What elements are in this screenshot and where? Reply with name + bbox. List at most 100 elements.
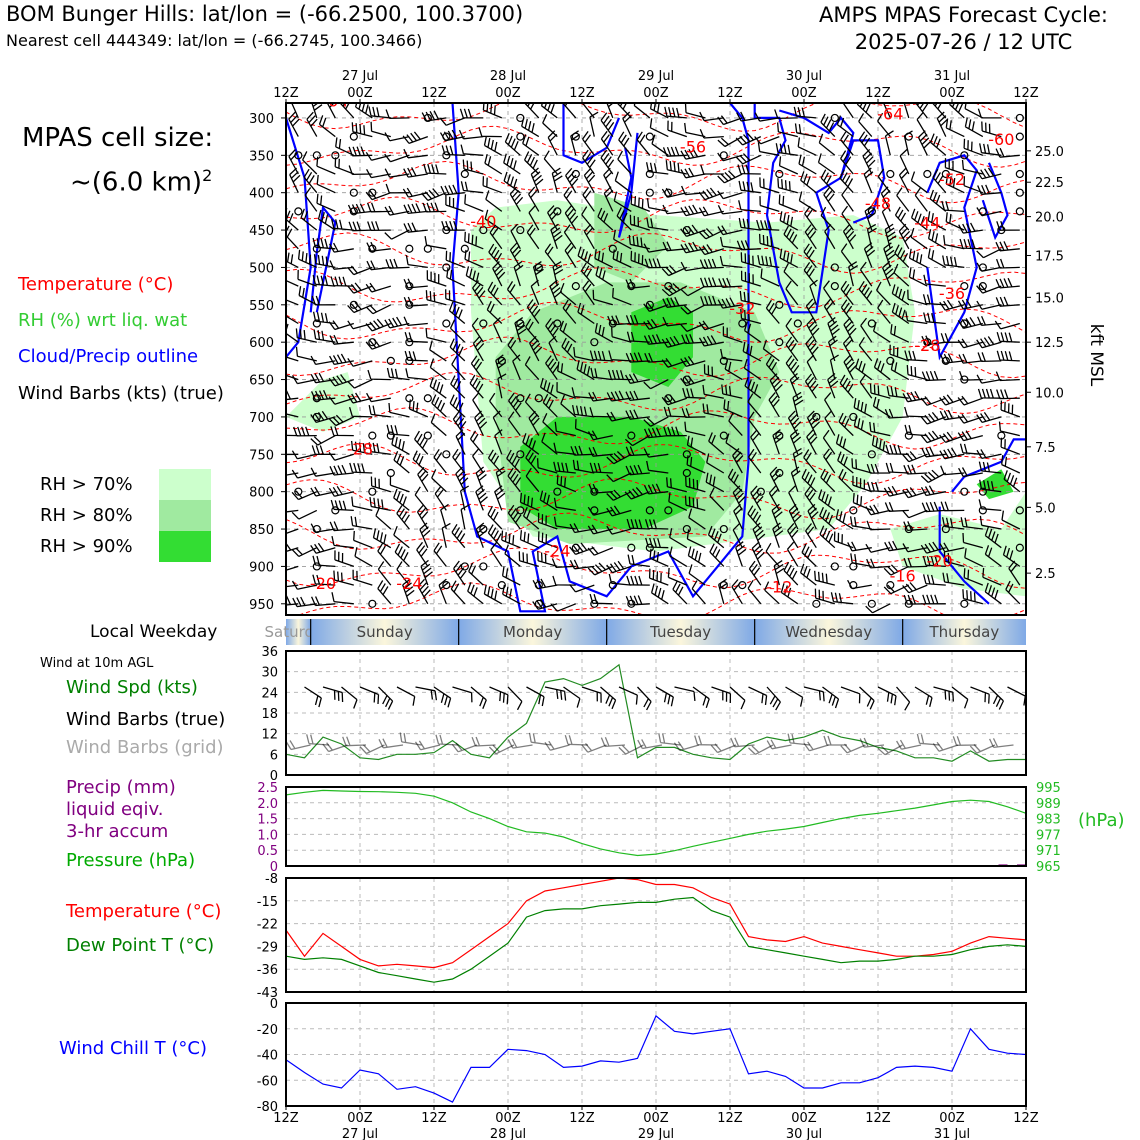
wind-barb	[557, 361, 577, 381]
wind-barb	[839, 374, 854, 399]
wind-barb	[840, 131, 854, 156]
y-tick-label: -43	[257, 986, 278, 1001]
wind-barb	[403, 203, 428, 215]
wind-barb	[768, 485, 780, 511]
calm-circle	[627, 599, 636, 608]
wind-barb	[331, 535, 354, 549]
wind-barb	[482, 176, 503, 194]
wind-barb	[951, 686, 969, 709]
wind-barb	[589, 350, 613, 362]
calm-circle	[682, 524, 691, 534]
wind-barb	[694, 735, 718, 746]
wind-barb	[768, 392, 780, 418]
wind-barb	[329, 260, 354, 270]
wind-barb	[730, 737, 755, 748]
wind-barb	[995, 296, 1020, 307]
top-time-label: 00Z	[643, 86, 669, 101]
wind-barb	[489, 686, 509, 705]
wind-barb	[785, 280, 799, 306]
wind-barb	[707, 525, 725, 549]
wind-barb	[286, 374, 299, 381]
wind-barb	[425, 290, 447, 306]
weekday-name: Wednesday	[785, 623, 872, 641]
wind-barb	[385, 258, 410, 269]
wind-barb	[329, 353, 354, 366]
grid-barb	[787, 733, 811, 746]
top-time-label: 12Z	[717, 86, 743, 101]
wind-barb	[351, 122, 373, 138]
y-tick-label: -80	[257, 1100, 278, 1115]
wind-barb	[717, 152, 743, 162]
wind-barb	[483, 584, 503, 605]
wind-barb	[752, 522, 766, 548]
wind-barb	[342, 736, 367, 747]
wind-barb	[996, 350, 1020, 362]
wind-barb	[384, 316, 410, 329]
grid-barb	[435, 734, 459, 746]
top-time-label: 12Z	[273, 86, 299, 101]
wind-barb	[312, 311, 336, 325]
wind-barb	[721, 384, 743, 399]
wind-barb	[894, 244, 910, 268]
wind-barb	[823, 298, 836, 324]
calm-circle	[830, 263, 839, 272]
wind-barb	[312, 555, 336, 568]
wind-barb	[624, 486, 651, 500]
wind-barb	[805, 336, 819, 362]
calm-circle	[793, 319, 802, 328]
wind-barb	[877, 686, 897, 706]
wind-barb	[779, 211, 799, 231]
wind-barb	[804, 224, 817, 250]
wind-barb	[452, 448, 466, 474]
wind-barb	[853, 398, 873, 418]
wind-barb	[785, 355, 800, 380]
wind-barb	[507, 467, 522, 493]
kft-tick-label: 17.5	[1035, 249, 1064, 264]
wind-barb	[306, 111, 318, 137]
wind-barb	[286, 305, 299, 325]
wind-barb	[944, 158, 965, 175]
wind-barb	[865, 543, 891, 553]
wind-barb	[994, 320, 1020, 330]
grid-barb	[916, 733, 940, 746]
wind-barb	[441, 220, 465, 231]
wind-barb	[783, 262, 799, 287]
wind-speed-label: Wind Spd (kts)	[66, 677, 198, 698]
wind-barb	[347, 265, 373, 276]
wind-barb	[961, 159, 983, 175]
wind-barb	[606, 505, 632, 517]
wind-barb	[908, 248, 928, 268]
wind-barb	[512, 354, 521, 380]
wind-barb	[661, 187, 687, 198]
wind-barb	[542, 393, 558, 418]
wind-barb	[898, 167, 910, 194]
wind-barb	[698, 187, 725, 201]
wind-barb	[509, 242, 522, 268]
calm-circle	[830, 562, 839, 571]
wind-barb	[560, 394, 577, 418]
wind-barb	[702, 403, 724, 418]
wind-barb	[883, 564, 910, 576]
isotherm-line	[286, 103, 1026, 132]
isotherm-label: -48	[865, 194, 891, 213]
grid-barb	[322, 742, 348, 753]
grid-barb	[637, 739, 663, 750]
wind-barb	[838, 412, 854, 437]
wind-barb	[750, 485, 764, 511]
calm-circle	[1015, 543, 1024, 552]
calm-circle	[479, 319, 488, 328]
grid-barb	[673, 741, 700, 752]
calm-circle	[479, 225, 488, 235]
wind-barb	[384, 153, 410, 163]
wind-barb	[664, 106, 687, 119]
kft-tick-label: 7.5	[1035, 441, 1056, 456]
wind-barb	[958, 467, 983, 478]
wind-barb	[613, 229, 632, 250]
wind-barb	[574, 419, 595, 437]
wind-barb	[351, 496, 373, 512]
wind-barb	[521, 116, 540, 138]
wind-barb	[417, 466, 429, 493]
wind-barb	[788, 503, 802, 530]
wind-barb	[460, 504, 470, 530]
pressure-tick-label: 650	[249, 374, 274, 389]
